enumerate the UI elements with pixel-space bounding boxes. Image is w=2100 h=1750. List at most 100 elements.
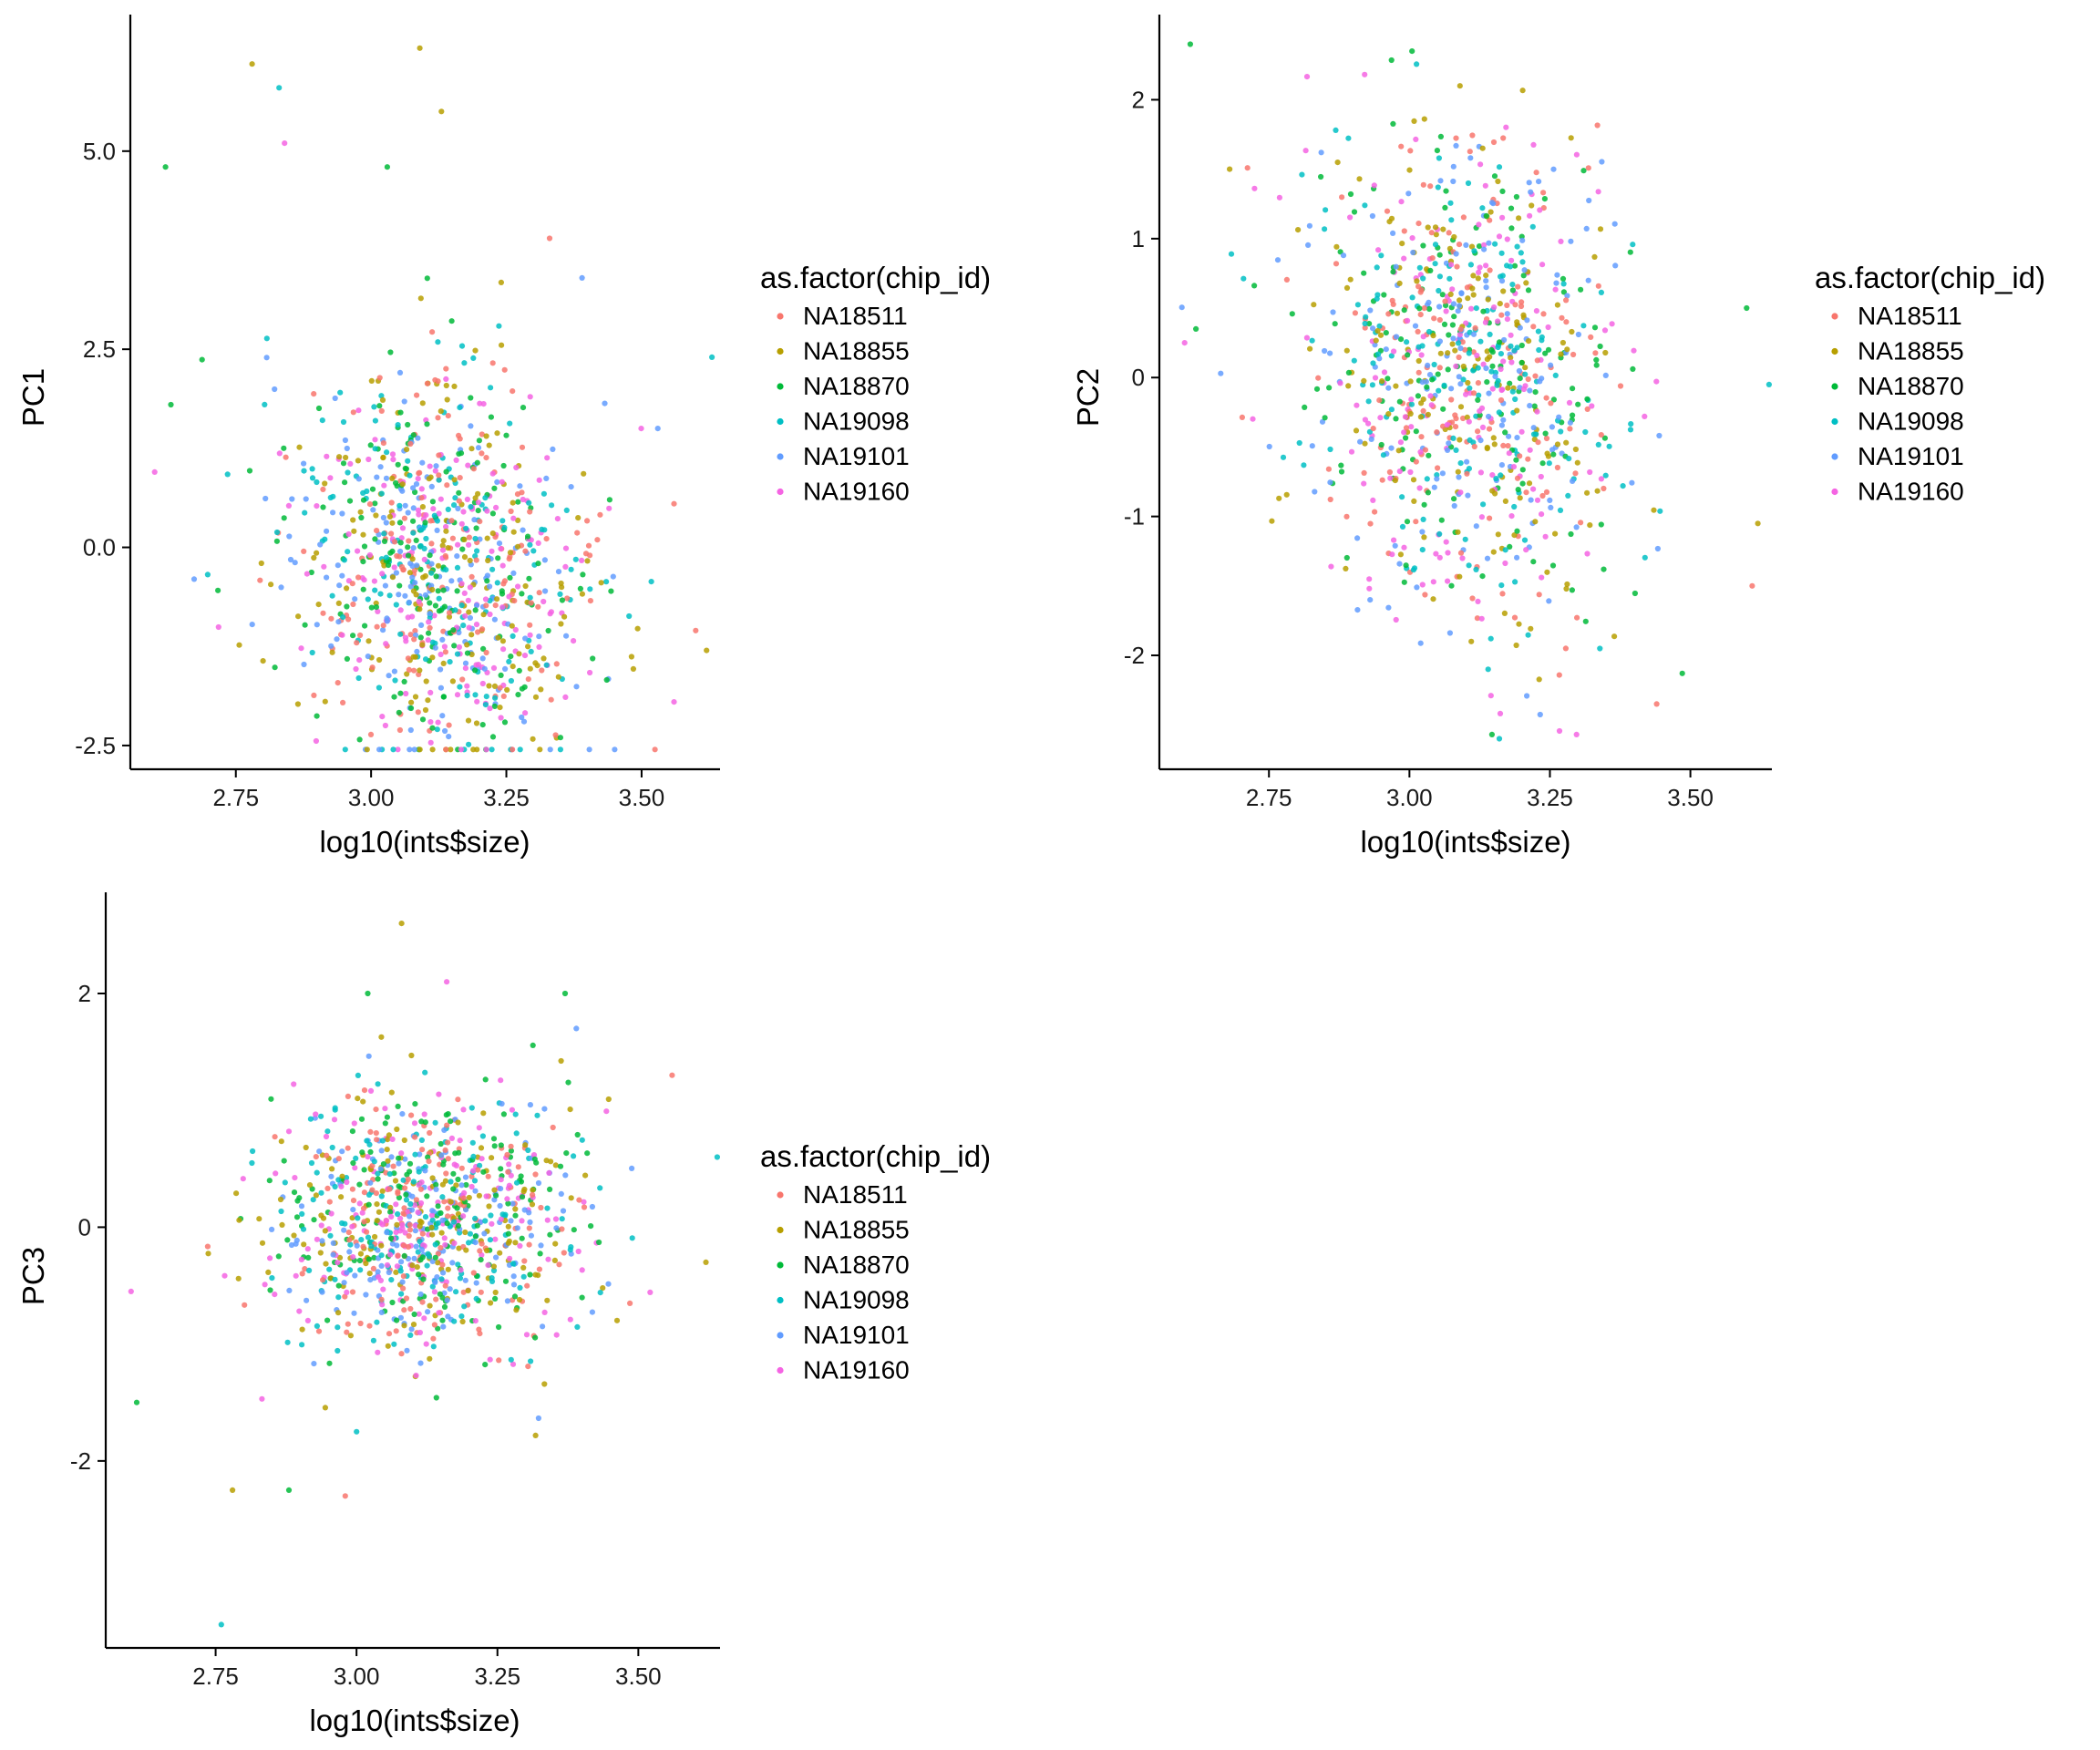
data-point: [476, 1326, 482, 1333]
data-point: [1276, 495, 1282, 501]
data-point: [376, 685, 382, 691]
data-point: [1479, 145, 1486, 151]
data-point: [1611, 221, 1618, 227]
data-point: [553, 661, 560, 667]
data-point: [324, 1185, 331, 1191]
data-point: [561, 990, 569, 997]
data-point: [508, 1148, 515, 1154]
data-point: [374, 623, 380, 630]
data-point: [520, 1273, 527, 1280]
data-point: [410, 530, 417, 536]
data-point: [590, 655, 596, 662]
data-point: [1449, 341, 1456, 347]
data-point: [1513, 457, 1519, 463]
data-point: [1484, 555, 1491, 561]
data-point: [345, 1093, 351, 1099]
data-point: [367, 731, 375, 738]
data-point: [568, 484, 574, 490]
data-point: [357, 1320, 364, 1327]
data-point: [1383, 346, 1389, 353]
data-point: [1477, 469, 1484, 476]
data-point: [375, 1176, 381, 1182]
data-point: [388, 499, 395, 506]
data-point: [493, 1254, 499, 1261]
data-point: [484, 572, 491, 579]
data-point: [1506, 433, 1512, 439]
data-point: [427, 739, 434, 746]
data-point: [1554, 441, 1561, 448]
data-point: [387, 1251, 394, 1258]
data-point: [526, 499, 532, 506]
data-point: [1377, 415, 1384, 421]
data-point: [1385, 411, 1392, 417]
data-point: [435, 1203, 441, 1210]
data-point: [434, 1274, 440, 1281]
data-point: [1489, 386, 1496, 392]
data-point: [437, 1291, 443, 1297]
data-point: [1419, 547, 1426, 553]
data-point: [1507, 380, 1513, 386]
data-point: [1436, 530, 1443, 538]
data-point: [488, 1212, 494, 1219]
data-point: [435, 339, 441, 345]
data-point: [445, 1266, 451, 1272]
data-point: [581, 470, 587, 477]
data-point: [1580, 323, 1587, 329]
data-point: [396, 520, 403, 526]
data-point: [1517, 324, 1523, 331]
data-point: [484, 508, 490, 514]
data-point: [366, 1271, 373, 1277]
data-point: [407, 1227, 414, 1233]
data-point: [543, 1158, 550, 1164]
data-point: [459, 546, 466, 552]
legend: as.factor(chip_id)NA18511NA18855NA18870N…: [760, 1139, 991, 1385]
data-point: [1460, 214, 1467, 221]
data-point: [1388, 57, 1395, 64]
data-point: [432, 602, 438, 609]
data-point: [517, 483, 523, 489]
data-point: [1601, 566, 1607, 572]
data-point: [246, 468, 253, 474]
data-point: [522, 548, 529, 554]
data-point: [1528, 625, 1534, 632]
data-point: [1426, 452, 1432, 458]
data-point: [1401, 579, 1407, 585]
data-point: [558, 1190, 564, 1197]
data-point: [1418, 352, 1425, 358]
data-point: [1534, 357, 1540, 364]
data-point: [345, 530, 352, 538]
data-point: [507, 553, 513, 560]
data-point: [1322, 226, 1328, 232]
data-point: [335, 1177, 342, 1183]
data-point: [1521, 267, 1528, 273]
data-point: [1497, 301, 1503, 307]
data-point: [1315, 375, 1322, 381]
data-point: [1280, 454, 1287, 460]
data-point: [389, 1240, 396, 1247]
data-point: [1435, 184, 1441, 190]
data-point: [480, 1110, 487, 1117]
data-point: [420, 1276, 427, 1282]
data-point: [1564, 346, 1570, 353]
data-point: [1499, 273, 1506, 279]
data-point: [1528, 497, 1534, 503]
data-point: [350, 1198, 357, 1204]
data-point: [468, 395, 474, 401]
data-point: [504, 1151, 510, 1158]
data-point: [1434, 429, 1440, 436]
data-point: [536, 643, 542, 651]
data-point: [1627, 249, 1633, 255]
legend-key: [777, 383, 784, 390]
data-point: [410, 545, 417, 551]
data-point: [470, 355, 477, 361]
data-point: [510, 1282, 518, 1288]
data-point: [671, 500, 677, 507]
data-point: [504, 1196, 510, 1202]
data-point: [365, 990, 371, 997]
data-point: [1486, 390, 1492, 396]
x-axis-title: log10(ints$size): [1360, 825, 1570, 859]
data-point: [314, 622, 320, 628]
data-point: [512, 1111, 519, 1117]
data-point: [1269, 518, 1275, 524]
data-point: [634, 625, 641, 632]
